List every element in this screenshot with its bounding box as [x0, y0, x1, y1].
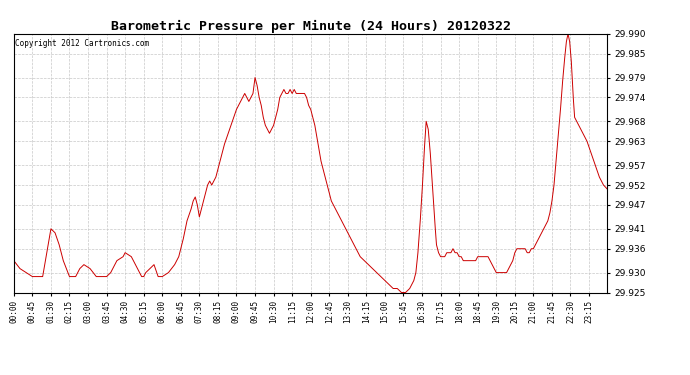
Text: Copyright 2012 Cartronics.com: Copyright 2012 Cartronics.com	[15, 39, 149, 48]
Title: Barometric Pressure per Minute (24 Hours) 20120322: Barometric Pressure per Minute (24 Hours…	[110, 20, 511, 33]
